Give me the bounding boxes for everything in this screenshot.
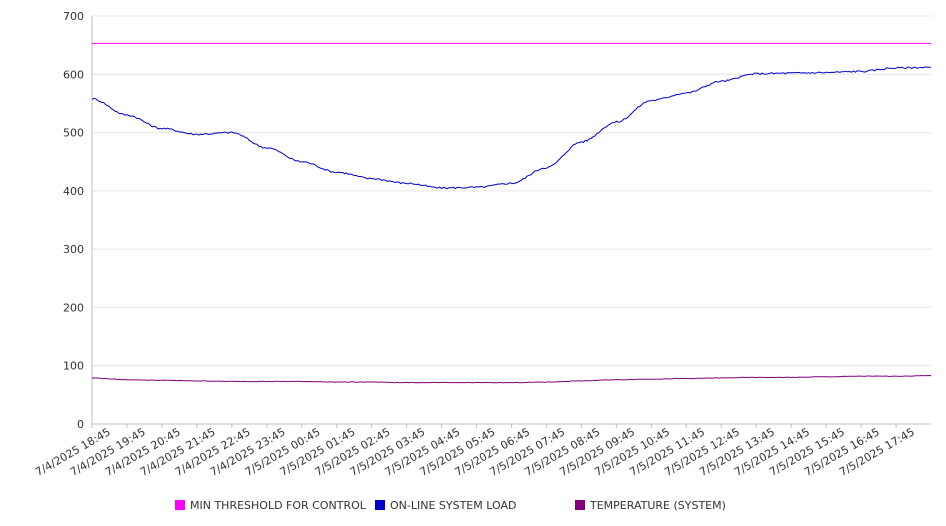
series-line-temperature-system [91, 374, 932, 384]
y-tick-label: 500 [63, 127, 84, 140]
legend-label: TEMPERATURE (SYSTEM) [589, 499, 726, 512]
y-tick-label: 200 [63, 301, 84, 314]
legend-label: ON-LINE SYSTEM LOAD [390, 499, 516, 512]
legend-swatch [175, 500, 185, 510]
series-line-on-line-system-load [91, 66, 932, 190]
y-tick-label: 300 [63, 243, 84, 256]
y-tick-label: 100 [63, 360, 84, 373]
y-tick-label: 400 [63, 185, 84, 198]
y-tick-label: 0 [77, 418, 84, 431]
y-tick-label: 700 [63, 10, 84, 23]
legend-swatch [375, 500, 385, 510]
legend-swatch [575, 500, 585, 510]
legend-label: MIN THRESHOLD FOR CONTROL [190, 499, 367, 512]
y-tick-label: 600 [63, 68, 84, 81]
